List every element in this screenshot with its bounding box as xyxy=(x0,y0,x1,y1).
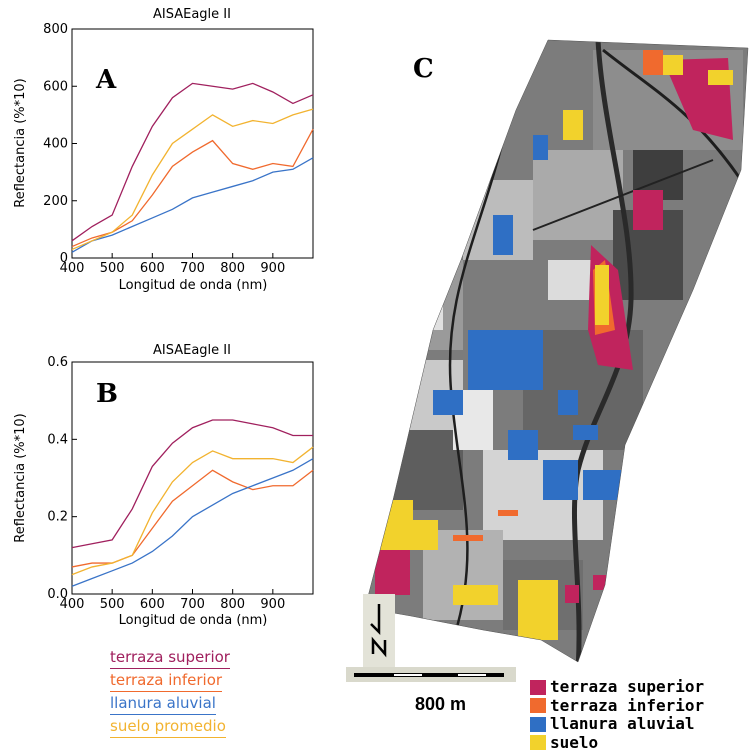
x-tick-label: 500 xyxy=(100,597,125,612)
map-legend-item: terraza inferior xyxy=(530,695,705,716)
class-suelo xyxy=(373,55,733,640)
road-path-2 xyxy=(602,48,743,181)
panel-label-c: C xyxy=(413,54,434,84)
map-legend: terraza superior terraza inferior llanur… xyxy=(530,677,705,753)
chart-a-title: AISAEagle II xyxy=(153,7,231,22)
classification-map: C xyxy=(364,39,749,663)
river-path xyxy=(571,40,634,662)
swatch-terraza-superior xyxy=(530,679,546,695)
swatch-suelo xyxy=(530,735,546,751)
y-tick-label: 600 xyxy=(43,79,68,94)
x-tick-label: 400 xyxy=(60,597,85,612)
chart-b-plot: 0.0 0.2 0.4 0.6 400 500 600 700 800 900 xyxy=(47,355,314,612)
series-line-terraza-superior xyxy=(71,82,314,242)
scale-bar xyxy=(346,667,516,682)
series-line-suelo-promedio xyxy=(71,446,314,576)
panel-label-a: A xyxy=(95,65,117,95)
x-tick-label: 700 xyxy=(180,597,205,612)
plot-border xyxy=(71,28,314,259)
swatch-terraza-inferior xyxy=(530,698,546,714)
x-tick-label: 600 xyxy=(140,261,165,276)
x-tick-label: 800 xyxy=(220,597,245,612)
chart-b: AISAEagle II Reflectancia (%*10) Longitu… xyxy=(13,343,314,628)
x-tick-label: 400 xyxy=(60,261,85,276)
north-arrow-icon xyxy=(370,604,387,658)
north-arrow xyxy=(363,594,395,668)
chart-b-ylabel: Reflectancia (%*10) xyxy=(13,413,28,542)
y-tick-label: 0.4 xyxy=(47,432,68,447)
y-tick-label: 0.2 xyxy=(47,510,68,525)
x-tick-label: 800 xyxy=(220,261,245,276)
series-line-terraza-superior xyxy=(71,419,313,549)
map-legend-item: suelo xyxy=(530,732,704,753)
y-tick-label: 800 xyxy=(43,22,68,37)
chart-a-plot: 0 200 400 600 800 400 500 600 700 800 900 xyxy=(43,22,314,276)
chart-legend: terraza superior terraza inferior llanur… xyxy=(110,646,230,738)
map-legend-item: llanura aluvial xyxy=(530,714,704,734)
panel-label-b: B xyxy=(96,379,118,409)
series-line-llanura-aluvial xyxy=(71,458,314,587)
chart-b-title: AISAEagle II xyxy=(153,343,231,358)
x-tick-label: 900 xyxy=(260,597,285,612)
swatch-llanura-aluvial xyxy=(530,716,546,732)
y-tick-label: 0 xyxy=(60,251,68,266)
chart-a-ylabel: Reflectancia (%*10) xyxy=(13,78,28,207)
scale-bar-graphic xyxy=(354,673,504,677)
map-legend-label: suelo xyxy=(550,732,599,752)
series-line-terraza-inferior xyxy=(71,128,314,248)
legend-item-suelo-promedio: suelo promedio xyxy=(110,715,226,738)
legend-item-llanura-aluvial: llanura aluvial xyxy=(110,692,216,715)
y-tick-label: 0.6 xyxy=(47,355,68,370)
map-legend-label: terraza inferior xyxy=(550,695,705,715)
map-legend-item: terraza superior xyxy=(530,677,705,697)
x-tick-label: 700 xyxy=(180,261,205,276)
legend-item-terraza-superior: terraza superior xyxy=(110,646,230,669)
map-image xyxy=(365,40,748,662)
map-legend-label: llanura aluvial xyxy=(550,714,695,733)
y-tick-label: 400 xyxy=(43,137,68,152)
class-llanura-aluvial xyxy=(433,135,623,500)
chart-a-xlabel: Longitud de onda (nm) xyxy=(119,278,268,293)
series-line-llanura-aluvial xyxy=(71,157,314,253)
x-tick-label: 600 xyxy=(140,597,165,612)
series-line-suelo-promedio xyxy=(71,108,314,251)
chart-a: AISAEagle II Reflectancia (%*10) Longitu… xyxy=(13,7,314,293)
chart-b-xlabel: Longitud de onda (nm) xyxy=(119,613,268,628)
y-tick-label: 200 xyxy=(43,194,68,209)
highway-path xyxy=(532,159,714,231)
map-legend-label: terraza superior xyxy=(550,677,705,696)
x-tick-label: 900 xyxy=(260,261,285,276)
x-tick-label: 500 xyxy=(100,261,125,276)
y-tick-label: 0.0 xyxy=(47,587,68,602)
legend-item-terraza-inferior: terraza inferior xyxy=(110,669,223,692)
scale-label: 800 m xyxy=(415,694,467,714)
series-line-terraza-inferior xyxy=(71,469,314,568)
